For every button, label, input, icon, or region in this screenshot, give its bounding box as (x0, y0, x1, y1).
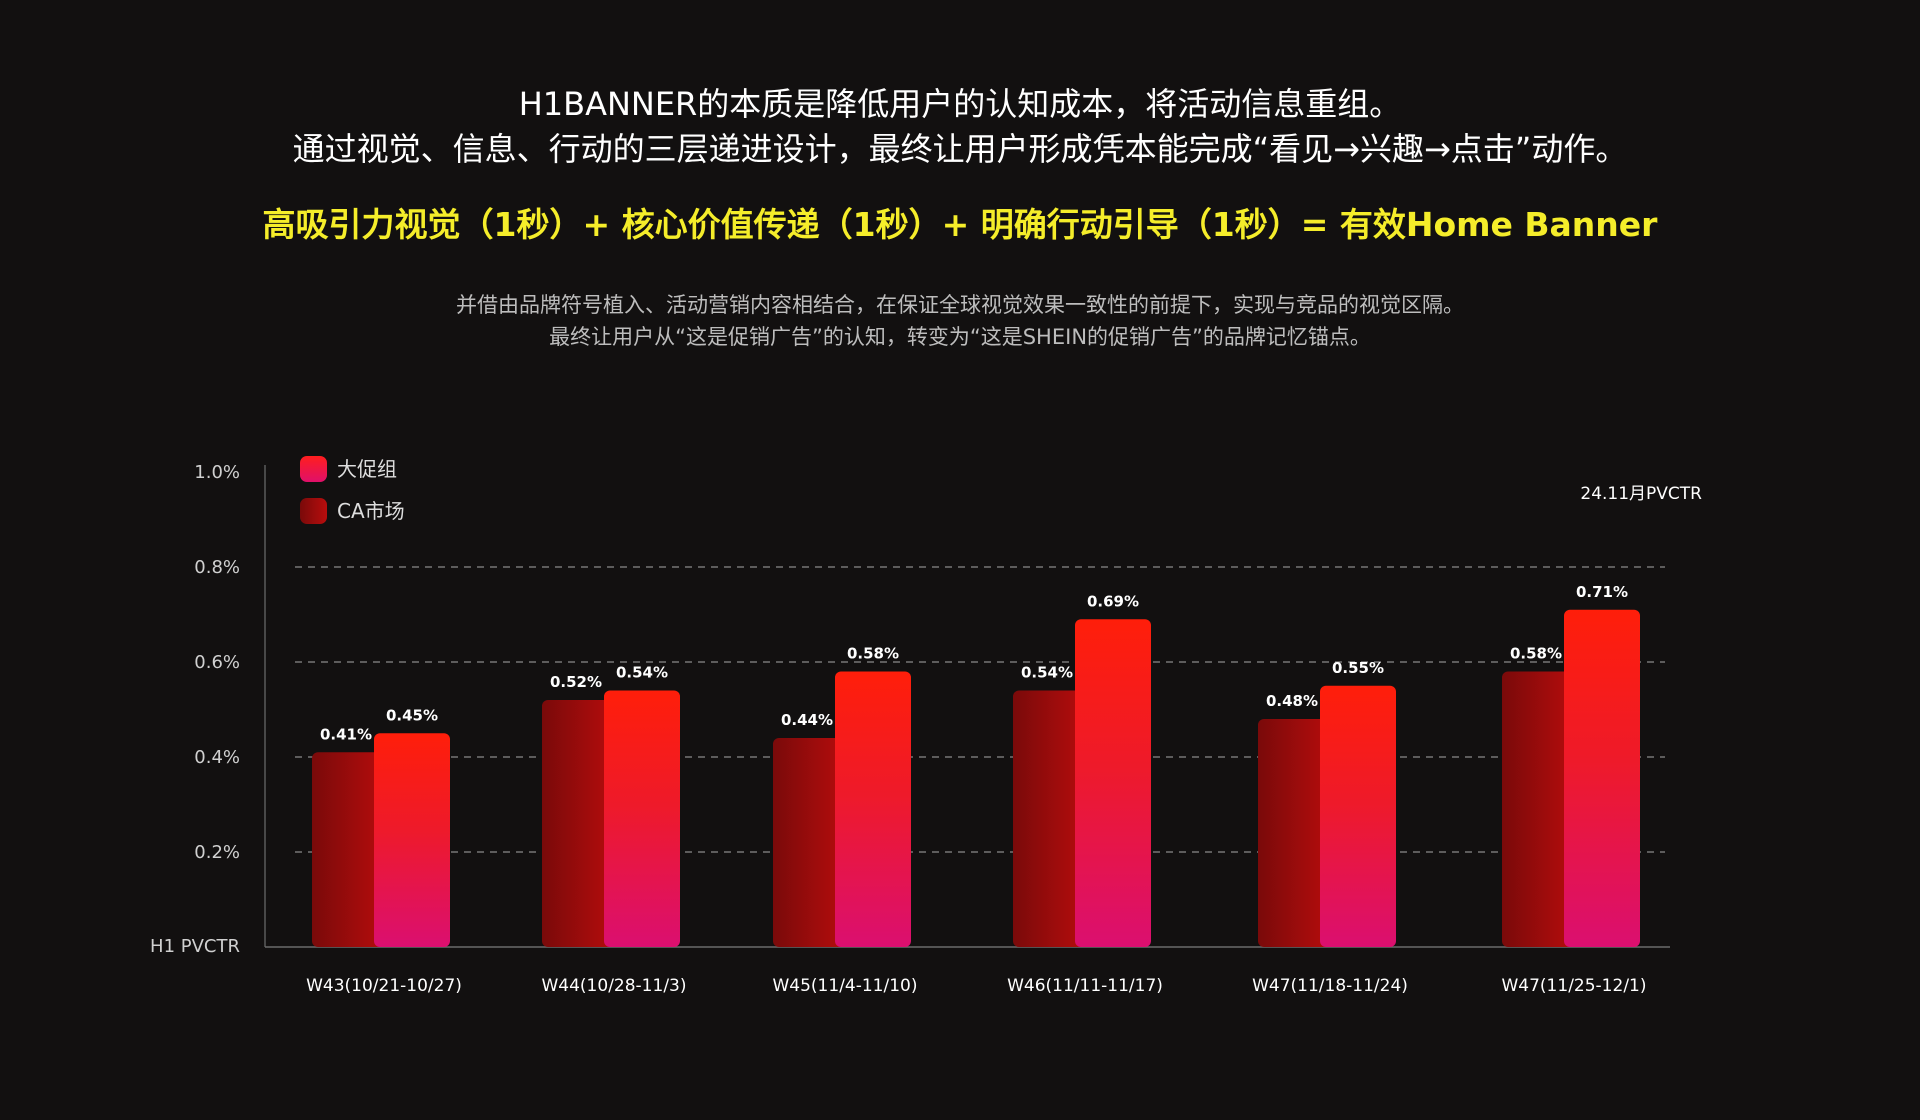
bar-promo-group (1320, 685, 1396, 947)
bar-ca-market (1258, 719, 1334, 947)
bar-promo-group (1564, 609, 1640, 947)
data-label-promo-group: 0.45% (386, 706, 438, 724)
subtitle-line-1: 并借由品牌符号植入、活动营销内容相结合，在保证全球视觉效果一致性的前提下，实现与… (456, 293, 1464, 317)
x-tick-label: W45(11/4-11/10) (772, 976, 917, 996)
data-label-promo-group: 0.71% (1576, 583, 1628, 601)
bar-ca-market (773, 738, 849, 947)
data-label-ca-market: 0.44% (781, 711, 833, 729)
legend-swatch (300, 498, 327, 524)
x-tick-label: W47(11/18-11/24) (1252, 976, 1408, 996)
y-tick-label: 0.8% (194, 557, 240, 578)
data-label-ca-market: 0.58% (1510, 645, 1562, 663)
bar-ca-market (542, 700, 618, 947)
data-label-ca-market: 0.41% (320, 725, 372, 743)
headline-line-2: 通过视觉、信息、行动的三层递进设计，最终让用户形成凭本能完成“看见→兴趣→点击”… (292, 130, 1628, 168)
bar-promo-group (835, 671, 911, 947)
chart-title: 24.11月PVCTR (1580, 484, 1702, 504)
data-label-promo-group: 0.55% (1332, 659, 1384, 677)
data-label-ca-market: 0.48% (1266, 692, 1318, 710)
y-tick-label: 0.6% (194, 652, 240, 673)
subtitle-line-2: 最终让用户从“这是促销广告”的认知，转变为“这是SHEIN的促销广告”的品牌记忆… (549, 325, 1371, 349)
headline-line-1: H1BANNER的本质是降低用户的认知成本，将活动信息重组。 (518, 85, 1402, 123)
bar-promo-group (604, 690, 680, 947)
data-label-ca-market: 0.52% (550, 673, 602, 691)
x-tick-label: W44(10/28-11/3) (541, 976, 686, 996)
y-axis-label: H1 PVCTR (150, 936, 240, 957)
legend-swatch (300, 456, 327, 482)
x-tick-label: W46(11/11-11/17) (1007, 976, 1163, 996)
bar-ca-market (312, 752, 388, 947)
bar-ca-market (1502, 671, 1578, 947)
bar-promo-group (1075, 619, 1151, 947)
legend-label: CA市场 (337, 499, 405, 523)
bar-ca-market (1013, 690, 1089, 947)
data-label-promo-group: 0.69% (1087, 592, 1139, 610)
data-label-promo-group: 0.54% (616, 664, 668, 682)
formula-text: 高吸引力视觉（1秒）+ 核心价值传递（1秒）+ 明确行动引导（1秒）= 有效Ho… (262, 205, 1658, 244)
legend-label: 大促组 (337, 457, 397, 481)
y-tick-label: 0.2% (194, 842, 240, 863)
y-tick-label: 0.4% (194, 747, 240, 768)
x-tick-label: W47(11/25-12/1) (1501, 976, 1646, 996)
data-label-promo-group: 0.58% (847, 645, 899, 663)
data-label-ca-market: 0.54% (1021, 664, 1073, 682)
bar-promo-group (374, 733, 450, 947)
y-tick-label: 1.0% (194, 462, 240, 483)
x-tick-label: W43(10/21-10/27) (306, 976, 462, 996)
